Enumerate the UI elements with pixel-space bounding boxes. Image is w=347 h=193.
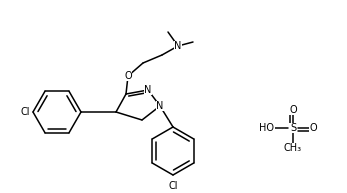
- Text: S: S: [290, 123, 296, 133]
- Text: N: N: [174, 41, 182, 51]
- Text: N: N: [144, 85, 152, 95]
- Text: O: O: [289, 105, 297, 115]
- Text: HO: HO: [260, 123, 274, 133]
- Text: O: O: [124, 71, 132, 81]
- Text: Cl: Cl: [168, 181, 178, 191]
- Text: N: N: [156, 101, 164, 111]
- Text: Cl: Cl: [20, 107, 30, 117]
- Text: CH₃: CH₃: [284, 143, 302, 153]
- Text: O: O: [309, 123, 317, 133]
